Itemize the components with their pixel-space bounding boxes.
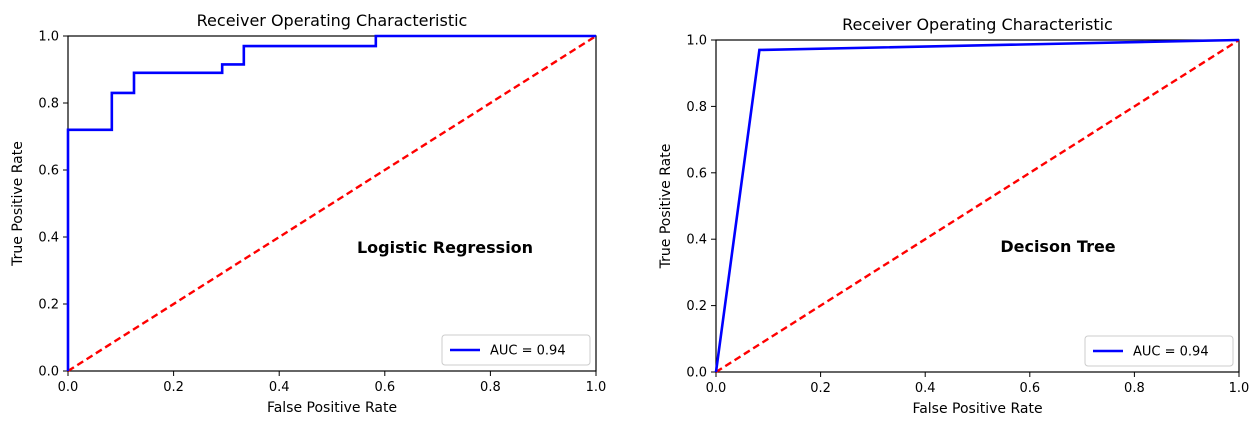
y-tick-label: 0.0 — [38, 365, 59, 380]
y-tick-label: 0.4 — [38, 231, 59, 246]
x-tick-label: 0.8 — [480, 380, 501, 395]
x-tick-label: 0.6 — [1019, 381, 1040, 396]
y-axis-label: True Positive Rate — [10, 141, 26, 267]
y-axis-label: True Positive Rate — [658, 144, 674, 270]
x-tick-label: 0.0 — [706, 381, 727, 396]
legend: AUC = 0.94 — [1084, 335, 1234, 367]
y-tick-label: 0.2 — [686, 299, 707, 314]
x-tick-label: 0.6 — [374, 380, 395, 395]
x-tick-label: 0.8 — [1124, 381, 1145, 396]
chance-line — [715, 38, 1240, 374]
y-tick-label: 1.0 — [38, 30, 59, 45]
x-tick-label: 1.0 — [586, 380, 607, 395]
legend: AUC = 0.94 — [441, 334, 591, 366]
x-tick-label: 1.0 — [1229, 381, 1250, 396]
y-tick-label: 0.8 — [38, 97, 59, 112]
roc-chart-1: Receiver Operating Characteristic 0.0 0.2 0… — [10, 11, 606, 416]
x-tick-label: 0.4 — [915, 381, 936, 396]
roc-curve — [66, 34, 596, 371]
roc-chart-2: Receiver Operating Characteristic 0.0 0.2 0… — [658, 15, 1249, 417]
chart-title: Receiver Operating Characteristic — [197, 11, 468, 30]
model-annotation: Logistic Regression — [357, 238, 533, 257]
legend-entry: AUC = 0.94 — [490, 344, 566, 359]
legend-box — [441, 334, 591, 366]
y-tick-label: 0.6 — [38, 164, 59, 179]
y-tick-label: 0.8 — [686, 100, 707, 115]
x-tick-label: 0.4 — [269, 380, 290, 395]
y-tick-label: 1.0 — [686, 34, 707, 49]
legend-box — [1084, 335, 1234, 367]
y-tick-label: 0.6 — [686, 166, 707, 181]
legend-entry: AUC = 0.94 — [1133, 345, 1209, 360]
x-axis-label: False Positive Rate — [267, 400, 397, 416]
x-tick-label: 0.0 — [58, 380, 79, 395]
y-tick-label: 0.2 — [38, 298, 59, 313]
x-axis-label: False Positive Rate — [912, 401, 1042, 417]
model-annotation: Decison Tree — [1000, 237, 1115, 256]
y-tick-label: 0.0 — [686, 366, 707, 381]
x-tick-label: 0.2 — [163, 380, 184, 395]
roc-curve — [714, 38, 1240, 373]
x-tick-label: 0.2 — [810, 381, 831, 396]
chance-line — [67, 34, 597, 373]
chart-title: Receiver Operating Characteristic — [842, 15, 1113, 34]
y-tick-label: 0.4 — [686, 233, 707, 248]
